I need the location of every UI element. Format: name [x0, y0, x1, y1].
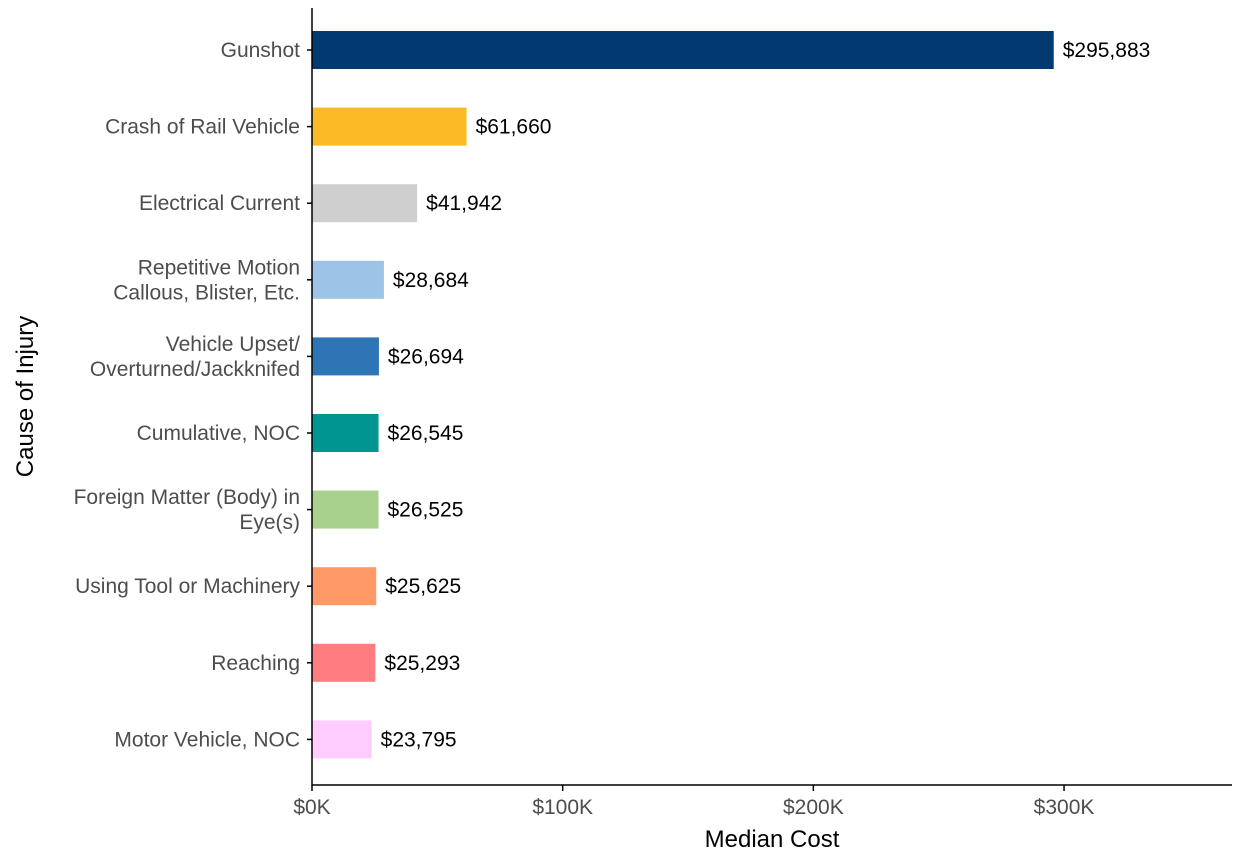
x-axis: $0K $100K $200K $300K	[293, 784, 1232, 819]
y-tick-label: Using Tool or Machinery	[75, 575, 300, 598]
y-tick-label-line: Repetitive Motion	[138, 256, 300, 279]
bar-value-label: $26,545	[388, 422, 464, 445]
bar	[312, 260, 384, 299]
y-tick-label-line: Motor Vehicle, NOC	[114, 728, 300, 751]
x-tick-label: $0K	[293, 796, 330, 819]
y-tick-label-line: Crash of Rail Vehicle	[105, 116, 300, 139]
bar-value-label: $25,625	[385, 575, 461, 598]
bars-layer	[312, 31, 1054, 759]
y-tick-label-line: Cumulative, NOC	[137, 422, 300, 445]
y-tick-label: Gunshot	[221, 39, 301, 62]
y-tick-label: Reaching	[211, 652, 300, 675]
y-tick-label-line: Electrical Current	[139, 192, 300, 215]
bar-value-label: $61,660	[476, 116, 552, 139]
bar-value-label: $26,525	[387, 499, 463, 522]
bar	[312, 490, 379, 529]
y-tick-label-line: Foreign Matter (Body) in	[74, 486, 300, 509]
bar	[312, 31, 1054, 69]
bar-value-label: $28,684	[393, 269, 469, 292]
y-axis-title: Cause of Injury	[12, 316, 39, 477]
y-tick-label-line: Callous, Blister, Etc.	[113, 281, 300, 304]
y-tick-label: Motor Vehicle, NOC	[114, 728, 300, 751]
y-tick-label-line: Reaching	[211, 652, 300, 675]
bar	[312, 643, 376, 682]
bar-value-label: $23,795	[381, 728, 457, 751]
bar	[312, 107, 467, 146]
y-tick-label-line: Gunshot	[221, 39, 301, 62]
y-tick-label-line: Overturned/Jackknifed	[90, 358, 300, 381]
x-axis-title: Median Cost	[705, 826, 840, 853]
y-tick-label-line: Eye(s)	[239, 511, 300, 534]
bar-value-label: $26,694	[388, 345, 464, 368]
bar	[312, 567, 377, 606]
bar-value-label: $41,942	[426, 192, 502, 215]
x-tick-label: $100K	[532, 796, 593, 819]
value-labels-layer: $295,883 $61,660 $41,942 $28,684 $26,694 $26,…	[381, 39, 1151, 751]
y-tick-label: Crash of Rail Vehicle	[105, 116, 300, 139]
bar	[312, 720, 372, 759]
y-tick-label: Repetitive Motion Callous, Blister, Etc.	[113, 256, 300, 304]
bar-value-label: $295,883	[1063, 39, 1151, 62]
y-tick-label: Electrical Current	[139, 192, 300, 215]
bar	[312, 414, 379, 452]
bar	[312, 184, 418, 223]
y-tick-label-line: Vehicle Upset/	[166, 333, 300, 356]
y-tick-label: Cumulative, NOC	[137, 422, 300, 445]
x-tick-label: $300K	[1034, 796, 1095, 819]
y-axis: Gunshot Crash of Rail Vehicle Electrical C…	[74, 8, 313, 785]
y-tick-label: Foreign Matter (Body) in Eye(s)	[74, 486, 300, 534]
y-tick-label-line: Using Tool or Machinery	[75, 575, 300, 598]
x-tick-label: $200K	[783, 796, 844, 819]
y-tick-label: Vehicle Upset/Overturned/Jackknifed	[90, 333, 300, 381]
bar	[312, 337, 379, 376]
bar-value-label: $25,293	[384, 652, 460, 675]
